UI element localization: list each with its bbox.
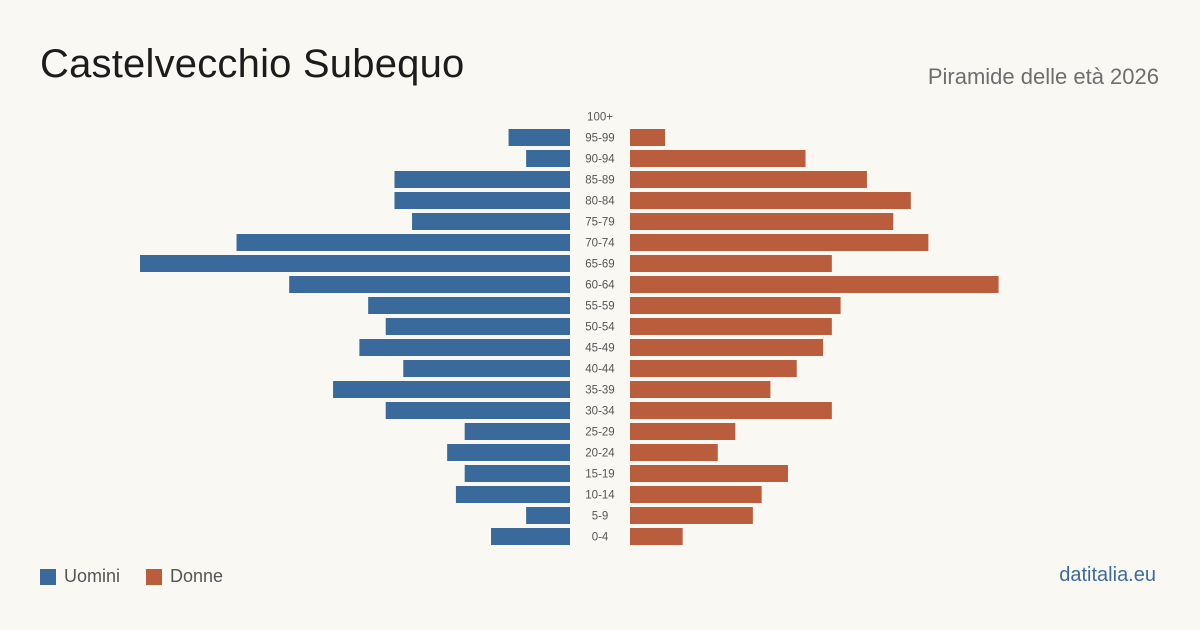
bar-men-45-49 xyxy=(359,339,570,356)
age-label-65-69: 65-69 xyxy=(585,259,614,271)
bar-men-0-4 xyxy=(491,528,570,545)
age-label-70-74: 70-74 xyxy=(585,238,615,250)
age-label-90-94: 90-94 xyxy=(585,154,615,166)
legend-swatch-men xyxy=(40,568,56,585)
legend-item-men: Uomini xyxy=(40,566,120,587)
bar-men-50-54 xyxy=(385,318,570,335)
bar-women-25-29 xyxy=(630,423,736,440)
bar-women-80-84 xyxy=(630,192,911,209)
age-label-25-29: 25-29 xyxy=(585,427,614,439)
age-label-95-99: 95-99 xyxy=(585,133,614,145)
bar-women-10-14 xyxy=(630,486,762,503)
age-label-10-14: 10-14 xyxy=(585,490,615,502)
page-title: Castelvecchio Subequo xyxy=(40,42,465,86)
bar-women-75-79 xyxy=(630,213,894,230)
bar-women-20-24 xyxy=(630,444,718,461)
legend-swatch-women xyxy=(146,568,163,585)
source-link[interactable]: datitalia.eu xyxy=(1059,564,1156,586)
age-label-55-59: 55-59 xyxy=(585,301,614,313)
bar-men-70-74 xyxy=(236,234,570,251)
bar-men-25-29 xyxy=(464,423,570,440)
bar-men-55-59 xyxy=(368,297,570,314)
age-label-5-9: 5-9 xyxy=(592,511,609,523)
bar-women-55-59 xyxy=(630,297,841,314)
bar-women-50-54 xyxy=(630,318,832,335)
bar-women-65-69 xyxy=(630,255,832,272)
age-label-30-34: 30-34 xyxy=(585,406,615,418)
age-label-85-89: 85-89 xyxy=(585,175,614,187)
bar-women-0-4 xyxy=(630,528,683,545)
age-label-100plus: 100+ xyxy=(587,112,613,124)
bar-women-60-64 xyxy=(630,276,999,293)
bar-women-45-49 xyxy=(630,339,824,356)
bar-men-20-24 xyxy=(447,444,570,461)
age-label-40-44: 40-44 xyxy=(585,364,615,376)
chart-legend: Uomini Donne xyxy=(40,566,249,587)
bar-women-15-19 xyxy=(630,465,788,482)
bar-women-70-74 xyxy=(630,234,929,251)
age-label-75-79: 75-79 xyxy=(585,217,614,229)
age-label-60-64: 60-64 xyxy=(585,280,615,292)
age-label-80-84: 80-84 xyxy=(585,196,615,208)
bar-men-40-44 xyxy=(403,360,570,377)
age-label-15-19: 15-19 xyxy=(585,469,614,481)
bar-women-85-89 xyxy=(630,171,867,188)
age-label-35-39: 35-39 xyxy=(585,385,614,397)
bar-men-5-9 xyxy=(526,507,570,524)
age-label-45-49: 45-49 xyxy=(585,343,614,355)
bar-men-75-79 xyxy=(412,213,570,230)
bar-men-85-89 xyxy=(394,171,570,188)
bar-men-80-84 xyxy=(394,192,570,209)
bar-men-95-99 xyxy=(508,129,570,146)
chart-subtitle: Piramide delle età 2026 xyxy=(927,64,1159,89)
bar-men-35-39 xyxy=(333,381,570,398)
legend-item-women: Donne xyxy=(146,566,223,587)
bar-men-60-64 xyxy=(289,276,570,293)
bar-women-35-39 xyxy=(630,381,771,398)
bar-women-95-99 xyxy=(630,129,666,146)
age-label-0-4: 0-4 xyxy=(592,532,609,544)
legend-label-women: Donne xyxy=(170,566,224,586)
bar-men-15-19 xyxy=(464,465,570,482)
bar-women-5-9 xyxy=(630,507,753,524)
bar-men-30-34 xyxy=(385,402,570,419)
bar-men-10-14 xyxy=(455,486,570,503)
bar-men-65-69 xyxy=(140,255,570,272)
bar-women-40-44 xyxy=(630,360,797,377)
bar-women-90-94 xyxy=(630,150,806,167)
legend-label-men: Uomini xyxy=(64,566,121,586)
bar-men-90-94 xyxy=(526,150,570,167)
age-label-20-24: 20-24 xyxy=(585,448,615,460)
bar-women-30-34 xyxy=(630,402,832,419)
age-label-50-54: 50-54 xyxy=(585,322,615,334)
